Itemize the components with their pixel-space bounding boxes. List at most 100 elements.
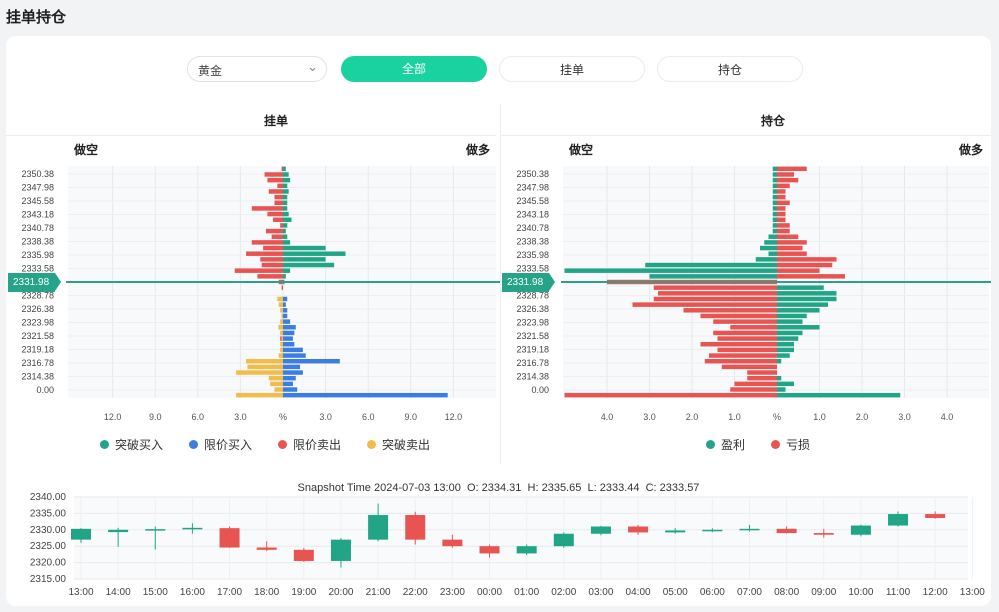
x-tick-label: 4.0 <box>601 412 614 422</box>
legend-dot <box>278 440 288 449</box>
x-tick-label: 1.0 <box>813 412 826 422</box>
x-tick-label: 13:00 <box>68 587 93 598</box>
snapshot-open: O: 2334.31 <box>466 482 522 494</box>
candle-body <box>368 515 389 540</box>
bar <box>251 206 283 211</box>
bar <box>283 257 326 262</box>
legend-item-limit-sell[interactable]: 限价卖出 <box>278 436 341 453</box>
bar <box>280 319 283 324</box>
legend-dot <box>367 440 377 449</box>
candle-plot-background <box>74 497 968 579</box>
tab-positions[interactable]: 持仓 <box>657 56 803 82</box>
legend-label: 限价买入 <box>204 438 253 452</box>
bar <box>283 274 286 279</box>
bar <box>777 183 790 189</box>
bar <box>777 166 807 172</box>
bar <box>283 166 286 172</box>
bar <box>777 392 901 398</box>
bar <box>564 392 777 398</box>
candle-body <box>442 539 463 547</box>
bar <box>564 268 777 273</box>
bar <box>281 336 283 341</box>
legend-item-loss[interactable]: 亏损 <box>771 436 810 453</box>
y-tick-label: 2330.00 <box>30 525 67 536</box>
bar <box>247 364 283 370</box>
positions-legend: 盈利 亏损 <box>706 436 810 453</box>
bar <box>653 296 777 302</box>
bar <box>772 194 777 200</box>
x-tick-label: 01:00 <box>514 587 539 598</box>
bar <box>772 206 777 211</box>
legend-item-limit-buy[interactable]: 限价买入 <box>189 436 252 453</box>
bar <box>246 251 283 256</box>
bar <box>280 223 283 228</box>
bar <box>283 313 288 319</box>
instrument-select[interactable]: 黄金 ⌄ <box>187 56 327 82</box>
bar <box>283 240 291 245</box>
x-tick-label: 23:00 <box>440 587 465 598</box>
x-tick-label: 3.0 <box>643 412 656 422</box>
legend-item-breakout-sell[interactable]: 突破卖出 <box>367 436 430 453</box>
legend-item-breakout-buy[interactable]: 突破买入 <box>100 436 163 453</box>
bar <box>772 189 777 194</box>
candle-body <box>739 528 760 531</box>
bar <box>777 308 820 313</box>
bar <box>283 183 288 189</box>
bar <box>268 375 283 381</box>
bar <box>283 319 291 324</box>
bar <box>777 342 794 347</box>
bar <box>777 347 794 353</box>
snapshot-low: L: 2333.44 <box>587 482 640 494</box>
legend-item-profit[interactable]: 盈利 <box>706 436 745 453</box>
snapshot-close: C: 2333.57 <box>645 482 700 494</box>
panel-divider <box>500 104 501 464</box>
bar <box>283 342 295 347</box>
bar <box>772 228 777 234</box>
bar <box>273 217 283 222</box>
bar <box>777 172 794 177</box>
price-label: 2338.38 <box>21 237 54 247</box>
bar <box>283 194 288 200</box>
tab-orders[interactable]: 挂单 <box>499 56 645 82</box>
bar <box>236 370 283 375</box>
positions-current-price-tag: 2331.98 <box>502 273 556 292</box>
instrument-select-value: 黄金 <box>198 64 223 78</box>
orders-chart: 做空 做多 12.0 9.0 6.0 3.0% 3.0 6.0 9.0 12.0 2350.38 23… <box>21 142 500 422</box>
candle-body <box>925 514 946 518</box>
bar <box>271 234 283 239</box>
x-tick-label: 22:00 <box>403 587 428 598</box>
x-tick-label: 12.0 <box>445 412 463 422</box>
bar <box>280 342 283 347</box>
x-tick-label: 02:00 <box>551 587 576 598</box>
chart-left-header: 做空 <box>73 142 98 157</box>
bar <box>777 211 786 217</box>
legend-label: 盈利 <box>721 438 746 452</box>
tab-all[interactable]: 全部 <box>341 56 487 82</box>
candle-body <box>553 533 574 547</box>
legend-label: 突破卖出 <box>382 438 431 452</box>
x-tick-label: 14:00 <box>106 587 131 598</box>
bar <box>777 240 807 245</box>
x-tick-label: % <box>773 412 781 422</box>
snapshot-high: H: 2335.65 <box>527 482 582 494</box>
x-tick-label: 3.0 <box>898 412 911 422</box>
candle-body <box>813 533 834 535</box>
bar <box>717 347 777 353</box>
x-tick-label: 4.0 <box>941 412 954 422</box>
bar <box>734 381 777 387</box>
positions-panel-title: 持仓 <box>761 114 786 128</box>
bar <box>772 172 777 177</box>
bar <box>283 330 295 336</box>
price-label: 2326.38 <box>516 304 549 314</box>
price-label: 2343.18 <box>516 210 549 220</box>
price-label: 2316.78 <box>516 358 549 368</box>
y-tick-label: 2315.00 <box>30 574 67 585</box>
bar <box>772 177 777 183</box>
bar <box>283 177 291 183</box>
bar <box>263 245 283 251</box>
price-label: 2335.98 <box>516 250 549 260</box>
bar <box>777 291 837 296</box>
bar <box>772 200 777 206</box>
price-label: 2328.78 <box>516 291 549 301</box>
bar <box>772 183 777 189</box>
